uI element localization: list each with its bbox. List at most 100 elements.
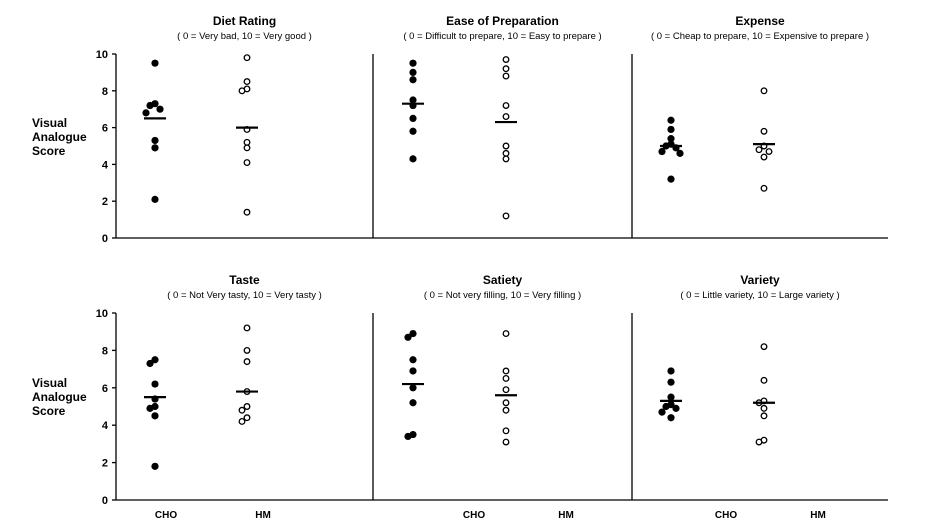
y-tick-label: 10 <box>96 49 108 61</box>
y-tick-label: 4 <box>102 159 109 171</box>
panel-subtitle: ( 0 = Not very filling, 10 = Very fillin… <box>424 290 581 301</box>
y-tick-label: 2 <box>102 196 108 208</box>
cho-data-point <box>409 114 417 122</box>
y-axis-title-line: Visual <box>32 376 67 390</box>
hm-data-point <box>243 138 251 146</box>
cho-data-point <box>672 404 680 412</box>
cho-data-point <box>667 378 675 386</box>
hm-data-point <box>238 418 246 425</box>
hm-data-point <box>765 148 773 155</box>
hm-data-point <box>243 324 251 332</box>
cho-data-point <box>409 127 417 135</box>
hm-data-point <box>502 406 510 414</box>
category-label: CHO <box>155 510 177 521</box>
cho-data-point <box>667 135 675 143</box>
cho-data-point <box>667 367 675 375</box>
cho-data-point <box>151 412 159 420</box>
category-label: CHO <box>463 510 485 521</box>
hm-data-point <box>502 212 510 220</box>
panel-diet-rating: Diet Rating ( 0 = Very bad, 10 = Very goo… <box>96 14 373 245</box>
hm-data-point <box>243 414 251 422</box>
cho-data-point <box>146 359 154 368</box>
cho-data-point <box>667 414 675 422</box>
y-tick-label: 4 <box>102 420 109 432</box>
panel-title: Satiety <box>483 273 523 287</box>
cho-data-point <box>409 96 417 104</box>
panel-title: Ease of Preparation <box>446 14 559 28</box>
panel-subtitle: ( 0 = Not Very tasty, 10 = Very tasty ) <box>167 290 322 301</box>
panel-title: Expense <box>735 14 785 28</box>
cho-data-point <box>404 432 412 441</box>
y-axis-title-line: Visual <box>32 116 67 130</box>
chart-panels: Diet Rating ( 0 = Very bad, 10 = Very goo… <box>96 14 888 521</box>
hm-data-point <box>760 153 768 161</box>
y-tick-label: 6 <box>102 383 108 395</box>
hm-data-point <box>502 375 510 382</box>
cho-data-point <box>404 333 412 341</box>
cho-data-point <box>146 404 154 412</box>
hm-data-point <box>502 102 510 109</box>
hm-data-point <box>502 149 510 157</box>
category-label: HM <box>558 510 574 521</box>
hm-data-point <box>502 142 510 150</box>
hm-data-point <box>243 144 251 152</box>
hm-data-point <box>243 54 251 62</box>
y-axis-title-line: Score <box>32 144 66 158</box>
hm-data-point <box>243 78 251 86</box>
panel-subtitle: ( 0 = Cheap to prepare, 10 = Expensive t… <box>651 31 869 42</box>
panel-title: Taste <box>229 273 260 287</box>
hm-data-point <box>760 412 768 420</box>
cho-data-point <box>409 59 417 67</box>
y-axis-title-line: Analogue <box>32 130 87 144</box>
hm-data-point <box>502 367 510 375</box>
cho-data-point <box>667 125 675 134</box>
hm-data-point <box>502 438 510 446</box>
panel-subtitle: ( 0 = Little variety, 10 = Large variety… <box>680 290 839 301</box>
y-tick-label: 2 <box>102 458 108 470</box>
panel-variety: Variety ( 0 = Little variety, 10 = Large … <box>631 273 888 521</box>
hm-data-point <box>243 403 251 410</box>
hm-data-point <box>502 72 510 80</box>
cho-data-point <box>409 76 417 84</box>
cho-data-point <box>409 155 417 163</box>
cho-data-point <box>409 384 417 392</box>
hm-data-point <box>760 87 768 95</box>
y-axis-title-line: Score <box>32 404 66 418</box>
hm-data-point <box>502 330 510 338</box>
hm-data-point <box>502 427 510 435</box>
hm-data-point <box>502 65 510 73</box>
panel-title: Variety <box>740 273 780 287</box>
category-label: HM <box>810 510 826 521</box>
cho-data-point <box>409 68 417 76</box>
category-label: CHO <box>715 510 737 521</box>
cho-data-point <box>667 393 675 401</box>
hm-data-point <box>243 208 251 216</box>
cho-data-point <box>662 402 670 411</box>
cho-data-point <box>409 367 417 375</box>
cho-data-point <box>151 144 159 152</box>
cho-data-point <box>667 116 675 124</box>
hm-data-point <box>238 87 246 95</box>
hm-data-point <box>502 386 510 394</box>
cho-data-point <box>409 399 417 407</box>
cho-data-point <box>151 356 159 364</box>
hm-data-point <box>502 56 510 63</box>
hm-data-point <box>243 159 251 167</box>
hm-data-point <box>760 376 768 384</box>
cho-data-point <box>151 380 159 388</box>
panel-taste: Taste ( 0 = Not Very tasty, 10 = Very tas… <box>96 273 373 521</box>
hm-data-point <box>755 438 763 446</box>
panel-title: Diet Rating <box>213 14 276 28</box>
y-tick-label: 8 <box>102 345 108 357</box>
category-label: HM <box>255 510 271 521</box>
cho-data-point <box>151 195 159 203</box>
y-axis-title-line: Analogue <box>32 390 87 404</box>
hm-data-point <box>760 343 768 351</box>
cho-data-point <box>151 462 159 470</box>
y-tick-label: 6 <box>102 123 108 135</box>
cho-data-point <box>151 136 159 145</box>
cho-data-point <box>142 109 150 117</box>
hm-data-point <box>760 404 768 412</box>
